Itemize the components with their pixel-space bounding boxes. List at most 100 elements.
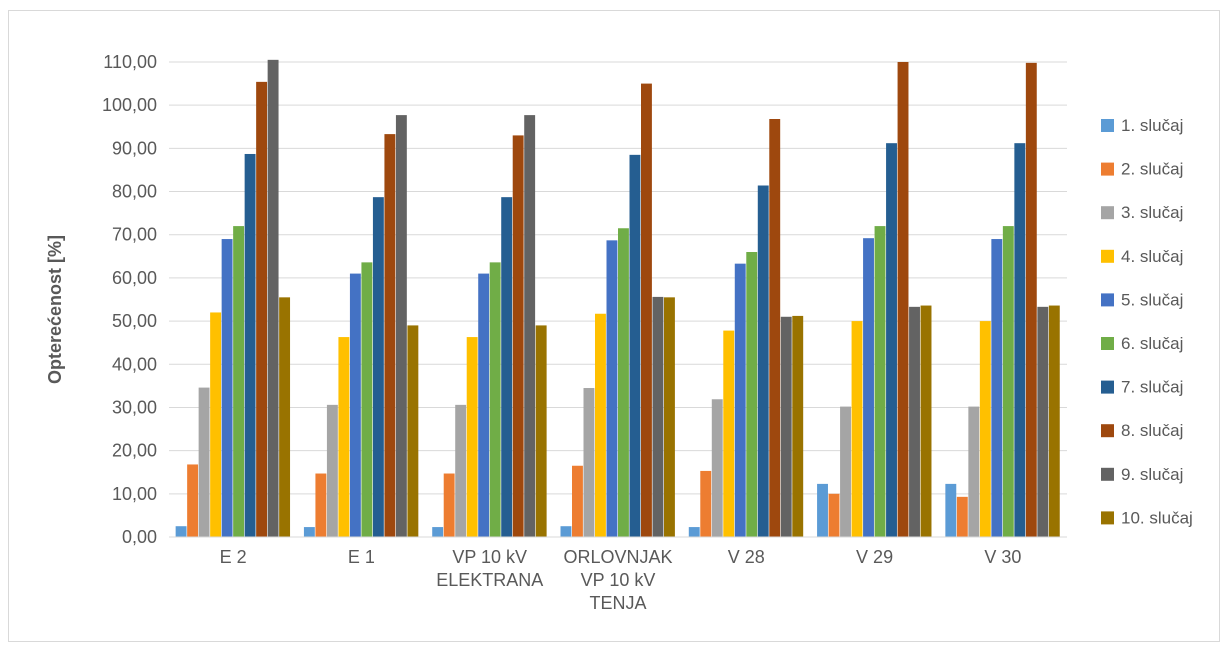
bar bbox=[187, 464, 199, 537]
y-tick-label: 10,00 bbox=[112, 484, 157, 504]
y-tick-label: 80,00 bbox=[112, 182, 157, 202]
bar bbox=[711, 399, 723, 537]
legend-label: 9. slučaj bbox=[1121, 465, 1183, 484]
legend-label: 3. slučaj bbox=[1121, 203, 1183, 222]
bar bbox=[478, 273, 490, 537]
bar bbox=[945, 483, 957, 537]
bar bbox=[606, 240, 618, 537]
bar-chart: 0,00 10,00 20,00 30,00 40,00 50,00 60,00 70,00 8… bbox=[45, 52, 1193, 613]
x-axis-categories: E 2 E 1 VP 10 kV ELEKTRANA ORLOVNJAK VP 10 kV… bbox=[220, 547, 1022, 613]
legend-label: 10. slučaj bbox=[1121, 508, 1193, 527]
y-tick-label: 50,00 bbox=[112, 311, 157, 331]
bar bbox=[700, 470, 712, 537]
bar bbox=[326, 404, 338, 537]
x-tick-label: V 30 bbox=[984, 547, 1021, 567]
bar bbox=[956, 496, 968, 537]
bar bbox=[455, 404, 467, 537]
bar bbox=[501, 197, 513, 537]
y-tick-label: 110,00 bbox=[103, 52, 157, 72]
y-tick-label: 90,00 bbox=[112, 138, 157, 158]
bar bbox=[466, 337, 478, 537]
bar bbox=[652, 296, 664, 537]
legend-label: 1. slučaj bbox=[1121, 116, 1183, 135]
y-axis-title: Opterećenost [%] bbox=[45, 235, 65, 384]
bar bbox=[256, 81, 268, 537]
bar bbox=[641, 83, 652, 537]
legend-swatch bbox=[1101, 293, 1114, 307]
legend-label: 4. slučaj bbox=[1121, 247, 1183, 266]
legend-swatch bbox=[1101, 162, 1114, 176]
legend-label: 8. slučaj bbox=[1121, 421, 1183, 440]
bar bbox=[991, 239, 1003, 537]
x-tick-label: V 29 bbox=[856, 547, 893, 567]
bar bbox=[443, 473, 455, 537]
bar bbox=[851, 321, 863, 537]
x-tick-label: E 1 bbox=[348, 547, 375, 567]
legend-swatch bbox=[1101, 511, 1114, 525]
legend-swatch bbox=[1101, 119, 1114, 132]
bar bbox=[618, 228, 629, 537]
bar bbox=[512, 135, 524, 537]
bar bbox=[572, 465, 583, 537]
bar bbox=[863, 238, 874, 537]
x-tick-label: VP 10 kV bbox=[452, 547, 527, 567]
bar bbox=[233, 226, 245, 537]
y-tick-label: 70,00 bbox=[112, 225, 157, 245]
legend-swatch bbox=[1101, 467, 1114, 481]
bar bbox=[920, 305, 932, 537]
bar bbox=[432, 527, 444, 537]
bar bbox=[792, 315, 804, 537]
legend-swatch bbox=[1101, 337, 1114, 350]
bar bbox=[1002, 226, 1014, 537]
bar bbox=[968, 406, 980, 537]
bar bbox=[407, 325, 419, 537]
x-tick-label: ORLOVNJAK bbox=[563, 547, 672, 567]
bar bbox=[279, 297, 291, 537]
bar bbox=[267, 59, 279, 537]
x-tick-label: VP 10 kV bbox=[581, 570, 656, 590]
bar bbox=[175, 526, 187, 537]
bar bbox=[757, 185, 769, 537]
bar bbox=[886, 143, 897, 537]
bar bbox=[1014, 143, 1026, 537]
bar bbox=[372, 197, 384, 537]
bar bbox=[315, 473, 327, 537]
chart-frame: 0,00 10,00 20,00 30,00 40,00 50,00 60,00 70,00 8… bbox=[8, 10, 1220, 642]
legend-label: 7. slučaj bbox=[1121, 378, 1183, 397]
y-tick-label: 40,00 bbox=[112, 354, 157, 374]
bar bbox=[535, 325, 547, 537]
bar bbox=[210, 312, 222, 537]
legend-label: 5. slučaj bbox=[1121, 290, 1183, 309]
y-tick-label: 0,00 bbox=[122, 527, 157, 547]
bar bbox=[198, 387, 210, 537]
bar bbox=[688, 527, 700, 537]
bar bbox=[746, 252, 758, 537]
bar bbox=[734, 263, 746, 537]
x-tick-label: E 2 bbox=[220, 547, 247, 567]
bar bbox=[244, 153, 256, 537]
legend: 1. slučaj 2. slučaj 3. slučaj 4. slučaj 5. s… bbox=[1101, 116, 1193, 527]
y-tick-label: 60,00 bbox=[112, 268, 157, 288]
bar bbox=[489, 262, 501, 537]
bar bbox=[840, 406, 851, 537]
y-axis-ticks: 0,00 10,00 20,00 30,00 40,00 50,00 60,00 70,00 8… bbox=[102, 52, 157, 547]
bar bbox=[909, 306, 920, 537]
bar bbox=[524, 115, 536, 537]
bar bbox=[338, 337, 350, 537]
bar bbox=[979, 321, 991, 537]
bar bbox=[595, 313, 606, 537]
bar bbox=[769, 119, 781, 537]
bar bbox=[1037, 306, 1049, 537]
x-tick-label: V 28 bbox=[728, 547, 765, 567]
legend-swatch bbox=[1101, 380, 1114, 394]
y-tick-label: 100,00 bbox=[102, 95, 157, 115]
legend-swatch bbox=[1101, 249, 1114, 263]
bar bbox=[221, 239, 233, 537]
bar bbox=[828, 493, 840, 537]
bar bbox=[384, 134, 396, 537]
bar bbox=[361, 262, 373, 537]
x-tick-label: TENJA bbox=[589, 593, 646, 613]
legend-label: 2. slučaj bbox=[1121, 160, 1183, 179]
legend-swatch bbox=[1101, 424, 1114, 438]
bar bbox=[583, 388, 595, 537]
